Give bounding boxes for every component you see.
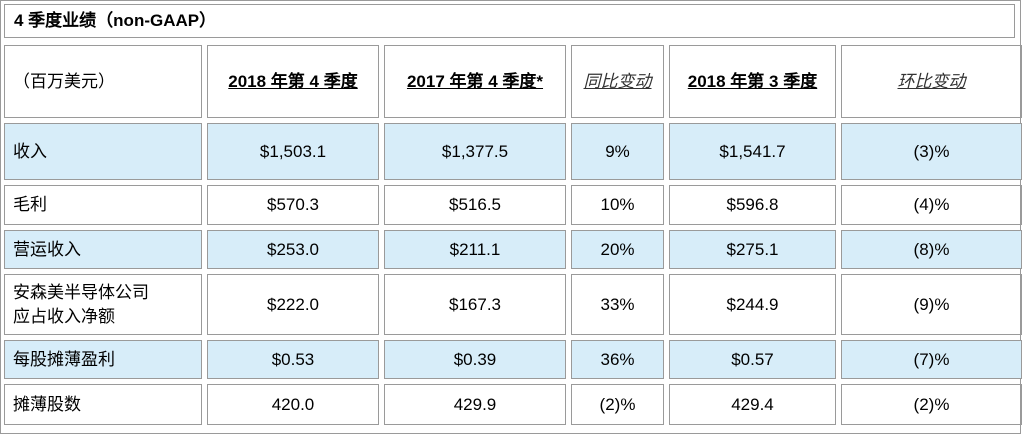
cell-yoy: (2)% <box>571 384 664 425</box>
cell-yoy: 33% <box>571 274 664 335</box>
header-qoq: 环比变动 <box>897 71 966 91</box>
cell-qoq: (9)% <box>841 274 1022 335</box>
cell-yoy: 10% <box>571 185 664 225</box>
cell-q3-2018: 429.4 <box>669 384 836 425</box>
cell-q4-2018: $1,503.1 <box>207 123 379 180</box>
results-table: （百万美元） 2018 年第 4 季度 2017 年第 4 季度* 同比变动 2… <box>4 45 1022 425</box>
cell-q3-2018: $1,541.7 <box>669 123 836 180</box>
row-label: 营运收入 <box>4 230 202 269</box>
table-title: 4 季度业绩（non-GAAP） <box>4 4 1015 38</box>
cell-qoq: (2)% <box>841 384 1022 425</box>
cell-q4-2017: $167.3 <box>384 274 566 335</box>
cell-q3-2018: $244.9 <box>669 274 836 335</box>
header-q4-2018: 2018 年第 4 季度 <box>228 71 358 91</box>
row-label: 毛利 <box>4 185 202 225</box>
cell-q3-2018: $596.8 <box>669 185 836 225</box>
row-label-line1: 安森美半导体公司 <box>13 282 149 302</box>
header-q4-2017: 2017 年第 4 季度* <box>406 71 544 91</box>
cell-q4-2017: $516.5 <box>384 185 566 225</box>
row-label: 摊薄股数 <box>4 384 202 425</box>
cell-q4-2017: $211.1 <box>384 230 566 269</box>
row-label: 每股摊薄盈利 <box>4 340 202 379</box>
header-yoy: 同比变动 <box>583 71 652 91</box>
row-label: 收入 <box>4 123 202 180</box>
cell-q4-2018: $253.0 <box>207 230 379 269</box>
cell-qoq: (8)% <box>841 230 1022 269</box>
cell-q3-2018: $275.1 <box>669 230 836 269</box>
cell-qoq: (3)% <box>841 123 1022 180</box>
cell-qoq: (4)% <box>841 185 1022 225</box>
cell-q4-2017: $1,377.5 <box>384 123 566 180</box>
cell-yoy: 36% <box>571 340 664 379</box>
cell-yoy: 20% <box>571 230 664 269</box>
header-q3-2018: 2018 年第 3 季度 <box>687 71 818 91</box>
cell-q4-2018: $570.3 <box>207 185 379 225</box>
header-unit: （百万美元） <box>4 45 202 118</box>
cell-yoy: 9% <box>571 123 664 180</box>
row-label: 安森美半导体公司 应占收入净额 <box>4 274 202 335</box>
cell-q4-2017: 429.9 <box>384 384 566 425</box>
cell-q4-2018: 420.0 <box>207 384 379 425</box>
cell-q4-2018: $0.53 <box>207 340 379 379</box>
cell-q4-2018: $222.0 <box>207 274 379 335</box>
cell-q3-2018: $0.57 <box>669 340 836 379</box>
cell-q4-2017: $0.39 <box>384 340 566 379</box>
row-label-line2: 应占收入净额 <box>13 306 115 326</box>
cell-qoq: (7)% <box>841 340 1022 379</box>
